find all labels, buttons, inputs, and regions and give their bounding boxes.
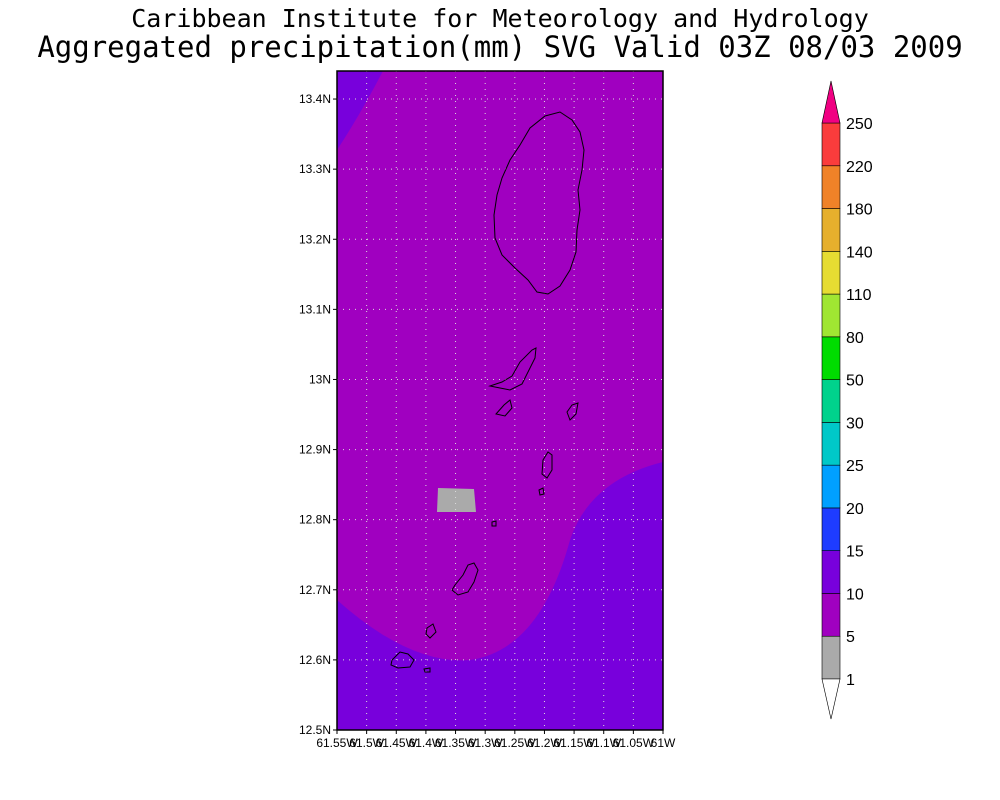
colorbar-segment <box>821 208 841 252</box>
lat-tick-label: 13N <box>309 372 331 386</box>
colorbar-label: 220 <box>846 159 873 176</box>
lon-tick-label: 61.2W <box>527 736 562 750</box>
lat-tick-label: 13.3N <box>299 162 331 176</box>
lon-tick-label: 61.35W <box>435 736 477 750</box>
colorbar-high-arrow <box>821 80 841 124</box>
lon-tick-label: 61.45W <box>376 736 418 750</box>
lon-tick-label: 61W <box>651 736 676 750</box>
island-carriacou <box>390 651 415 669</box>
lat-lon-grid <box>337 71 663 730</box>
colorbar-label: 25 <box>846 458 864 475</box>
colorbar-segment <box>821 593 841 637</box>
lat-tick-label: 12.5N <box>299 723 331 737</box>
lon-tick-label: 61.3W <box>468 736 503 750</box>
colorbar-label: 20 <box>846 501 864 518</box>
colorbar-segment <box>821 293 841 338</box>
colorbar-label: 140 <box>846 244 873 261</box>
island-small-4 <box>423 667 431 673</box>
lat-tick-label: 12.9N <box>299 443 331 457</box>
lat-tick-label: 13.4N <box>299 92 331 106</box>
colorbar-label: 10 <box>846 586 864 603</box>
island-canouan <box>541 451 553 479</box>
colorbar-label: 30 <box>846 415 864 432</box>
island-small-1 <box>495 399 513 417</box>
lon-tick-label: 61.55W <box>316 736 358 750</box>
island-small-3 <box>491 520 497 527</box>
colorbar-segment <box>821 635 841 680</box>
colorbar-segment <box>821 507 841 551</box>
island-small-2 <box>538 487 545 496</box>
colorbar-segment <box>821 122 841 167</box>
lon-tick-label: 61.15W <box>553 736 595 750</box>
lon-tick-label: 61.4W <box>409 736 444 750</box>
colorbar-label: 80 <box>846 330 864 347</box>
longitude-axis: 61.55W61.5W61.45W61.4W61.35W61.3W61.25W6… <box>316 730 676 750</box>
lat-tick-label: 12.8N <box>299 513 331 527</box>
lat-tick-label: 13.2N <box>299 232 331 246</box>
latitude-axis: 13.4N 13.3N 13.2N 13.1N 13N 12.9N 12.8N 12.7N 12… <box>299 92 337 737</box>
island-mustique <box>566 402 579 421</box>
colorbar-segment <box>821 379 841 423</box>
colorbar-label: 1 <box>846 672 855 689</box>
field-band-10-15-northwest <box>337 71 383 150</box>
colorbar-segment <box>821 251 841 295</box>
island-bequia <box>488 347 537 391</box>
colorbar-low-arrow <box>821 678 841 720</box>
lat-tick-label: 12.7N <box>299 583 331 597</box>
colorbar-segment <box>821 165 841 209</box>
field-band-1-5 <box>437 488 476 512</box>
lon-tick-label: 61.1W <box>586 736 621 750</box>
colorbar-label: 250 <box>846 116 873 133</box>
colorbar-label: 50 <box>846 373 864 390</box>
product-title: Aggregated precipitation(mm) SVG Valid 0… <box>37 30 963 64</box>
coastline <box>390 111 585 673</box>
colorbar-segment <box>821 422 841 466</box>
lon-tick-label: 61.5W <box>349 736 384 750</box>
colorbar-segment <box>821 464 841 509</box>
precipitation-field <box>337 71 663 730</box>
colorbar-segment <box>821 336 841 380</box>
island-st-vincent <box>493 111 585 295</box>
institute-title: Caribbean Institute for Meteorology and … <box>131 4 869 33</box>
lat-tick-label: 12.6N <box>299 653 331 667</box>
lon-tick-label: 61.05W <box>613 736 655 750</box>
island-union <box>451 562 479 596</box>
colorbar-label: 5 <box>846 629 855 646</box>
colorbar-label: 15 <box>846 544 864 561</box>
lat-tick-label: 13.1N <box>299 302 331 316</box>
map-frame <box>336 70 664 731</box>
lon-tick-label: 61.25W <box>494 736 536 750</box>
colorbar-label: 180 <box>846 202 873 219</box>
field-band-10-15-south <box>337 462 663 730</box>
island-carriacou-north <box>425 623 437 639</box>
colorbar-label: 110 <box>846 287 872 304</box>
colorbar-segment <box>821 550 841 594</box>
